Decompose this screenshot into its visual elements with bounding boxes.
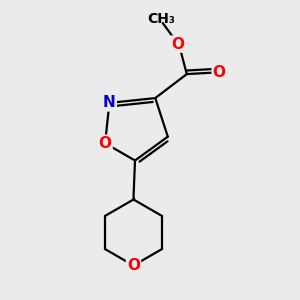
Text: CH₃: CH₃	[147, 13, 175, 26]
Text: O: O	[99, 136, 112, 151]
Text: O: O	[213, 65, 226, 80]
Text: O: O	[171, 37, 184, 52]
Text: O: O	[127, 258, 140, 273]
Text: N: N	[103, 95, 116, 110]
